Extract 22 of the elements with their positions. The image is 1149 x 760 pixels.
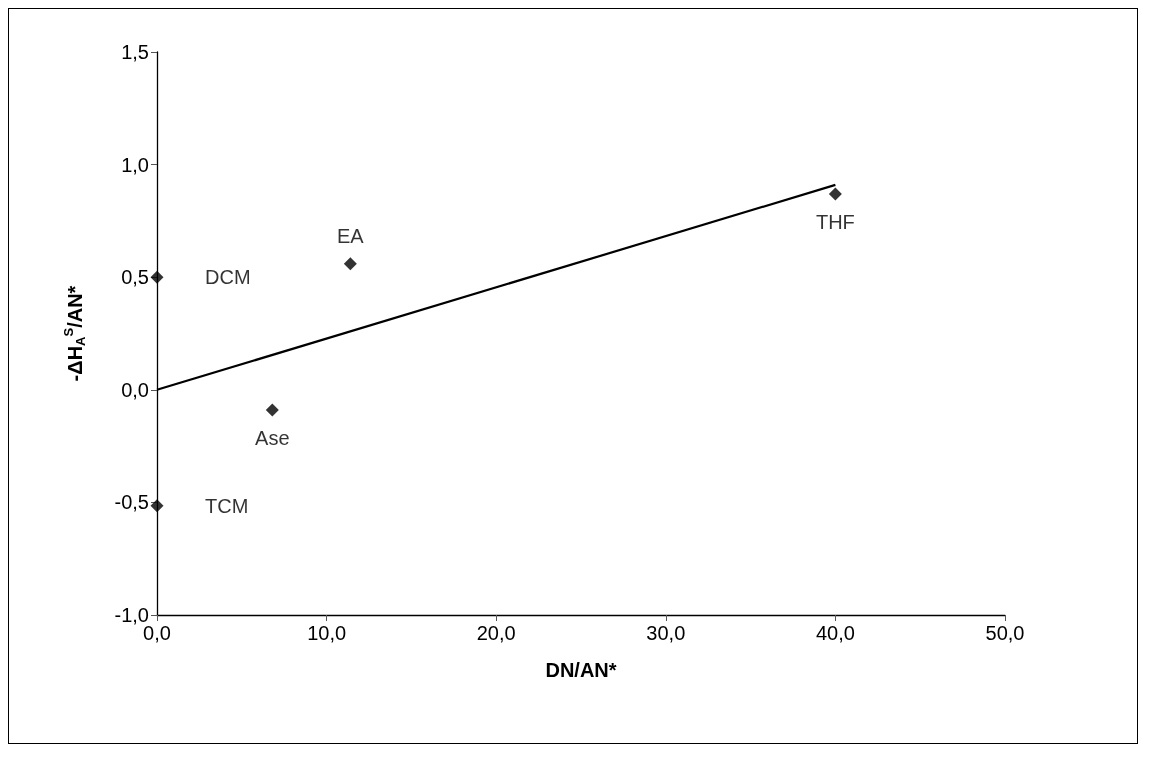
point (343, 257, 357, 271)
annotation: DCM (205, 266, 251, 289)
annotation: THF (815, 210, 855, 233)
point (265, 403, 279, 417)
y-tick-label: -0,5 (114, 491, 149, 514)
annotation: Ase (255, 427, 290, 450)
x-tick-label: 30,0 (646, 622, 686, 644)
x-tick-label: 10,0 (307, 622, 347, 644)
point (150, 499, 164, 513)
y-tick-label: 0,0 (121, 378, 149, 401)
point (828, 187, 842, 201)
annotation: TCM (205, 494, 249, 517)
x-tick-label: 20,0 (476, 622, 516, 644)
x-tick-label: 40,0 (815, 622, 855, 644)
point (150, 270, 164, 284)
x-axis-title: DN/AN* (545, 659, 617, 681)
y-tick-label: 1,0 (121, 153, 149, 176)
y-axis-title: -ΔHAS/AN* (61, 285, 88, 382)
y-tick-label: 0,5 (121, 266, 149, 289)
annotation: EA (337, 224, 365, 247)
y-tick-label: 1,5 (121, 41, 149, 63)
x-tick-label: 50,0 (985, 622, 1025, 644)
